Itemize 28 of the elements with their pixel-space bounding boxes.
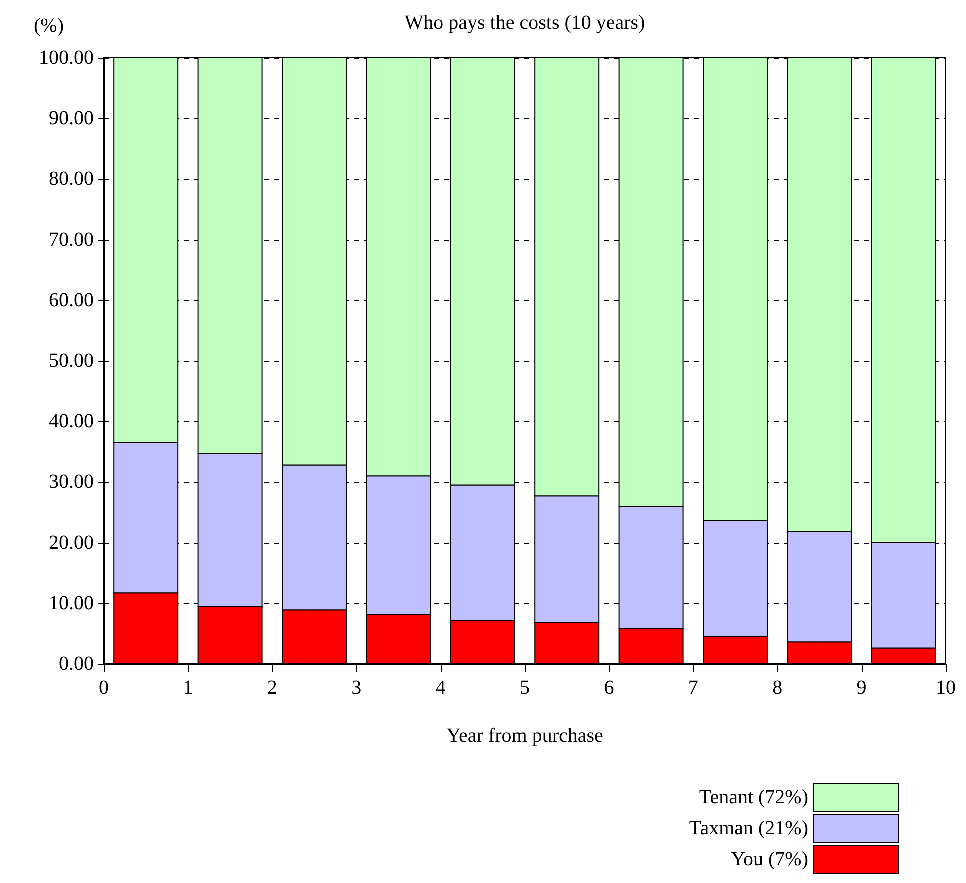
legend-label: You (7%) [731,848,808,870]
x-tick-label: 5 [520,677,530,699]
y-tick-label: 50.00 [49,350,94,372]
x-tick-label: 3 [352,677,362,699]
y-tick-label: 90.00 [49,108,94,130]
x-tick-label: 4 [436,677,446,699]
legend-label: Taxman (21%) [689,818,808,840]
y-tick-label: 10.00 [49,592,94,614]
x-tick-label: 9 [856,677,867,699]
x-tick-label: 10 [936,677,956,699]
x-tick-label: 2 [267,677,278,699]
x-tick-label: 6 [604,677,614,699]
y-tick-label: 70.00 [49,228,94,251]
x-tick-label: 7 [688,677,698,699]
y-tick-label: 40.00 [49,410,94,433]
x-tick-label: 1 [183,677,194,699]
legend-label: Tenant (72%) [699,786,808,808]
y-tick-label: 60.00 [49,289,94,312]
y-tick-label: 80.00 [49,168,94,190]
x-axis-title: Year from purchase [446,725,604,747]
chart-title: Who pays the costs (10 years) [404,12,646,34]
y-tick-label: 20.00 [49,532,94,554]
x-tick-label: 8 [772,677,783,699]
y-tick-label: 100.00 [39,47,94,69]
y-axis-title: (%) [34,15,64,37]
y-tick-label: 0.00 [59,653,94,675]
x-tick-label: 0 [99,677,109,699]
y-tick-label: 30.00 [49,471,94,494]
